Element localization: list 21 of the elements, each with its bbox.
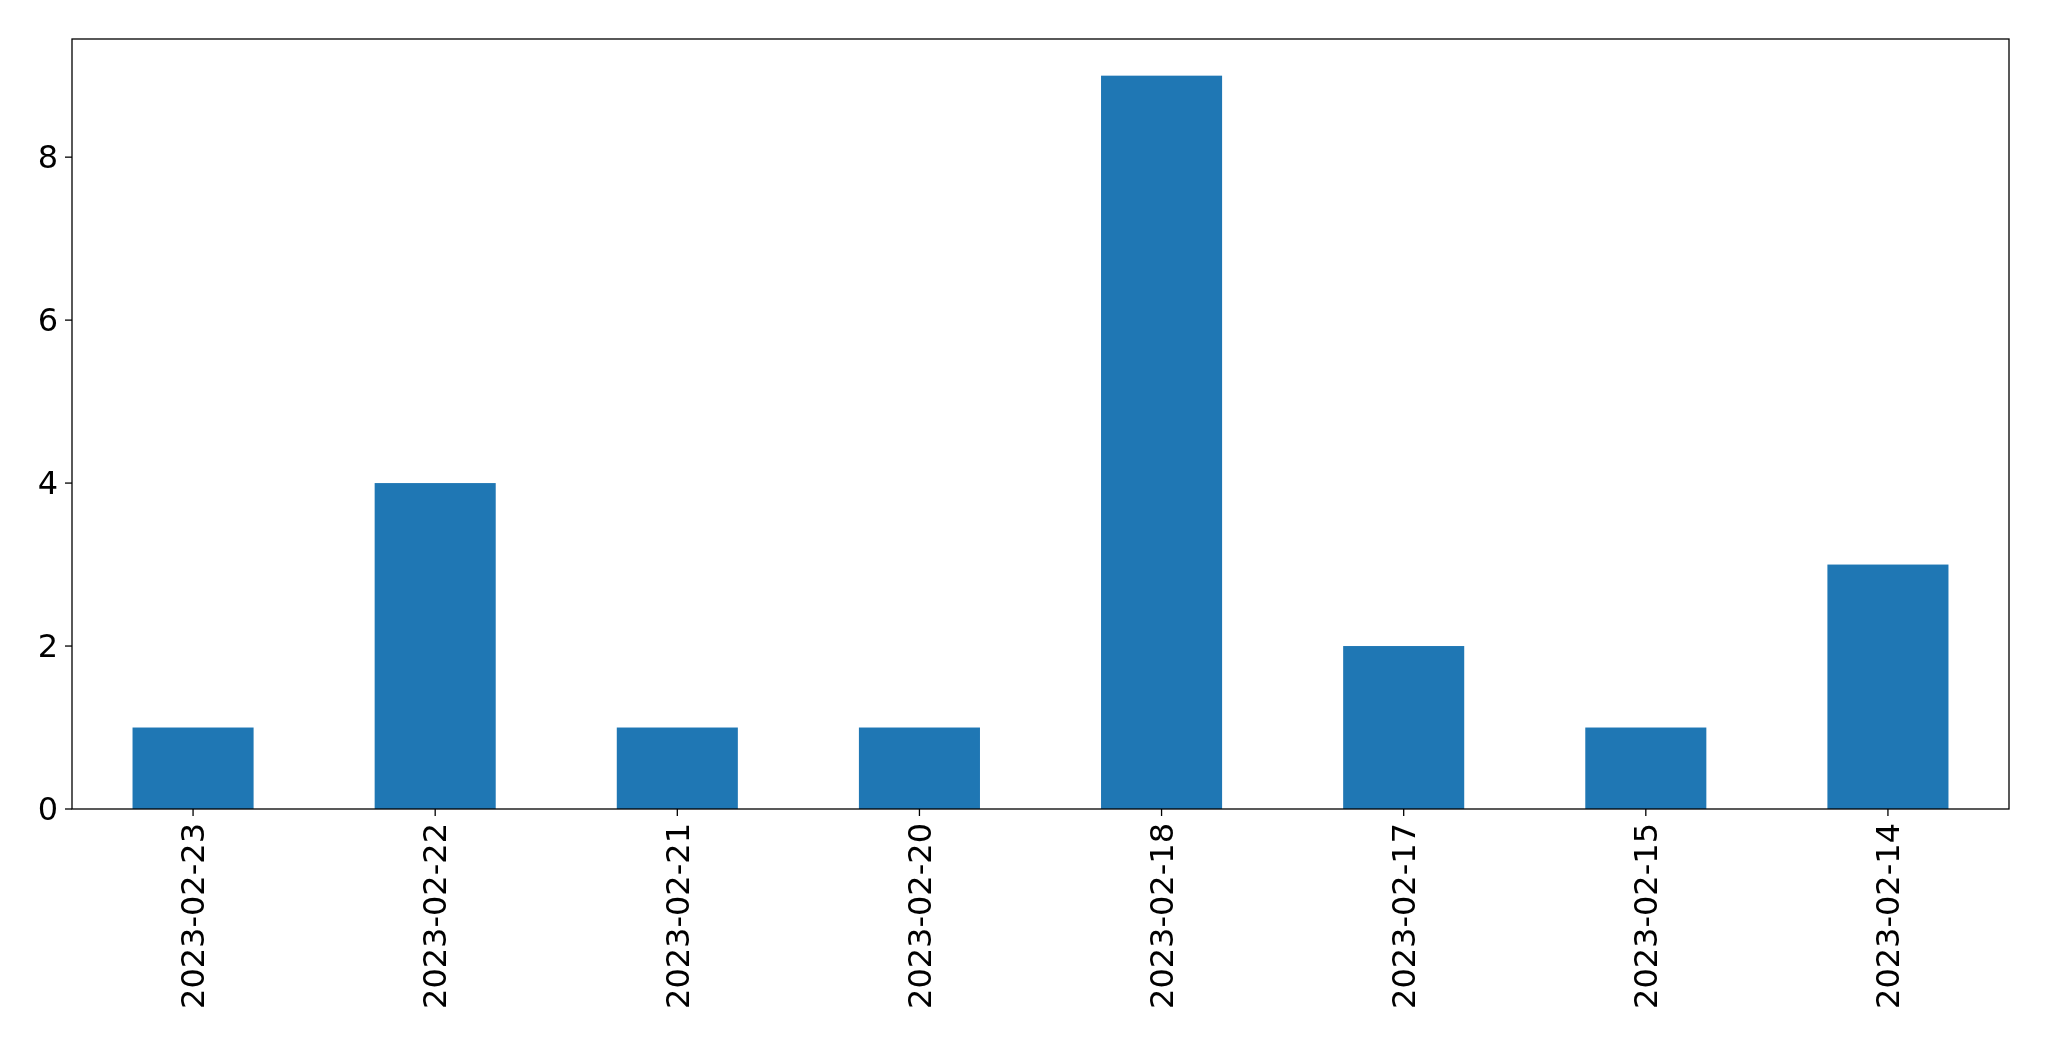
bar [1343, 646, 1465, 809]
y-tick-label: 4 [37, 464, 58, 503]
x-tick-label: 2023-02-17 [1384, 823, 1423, 1009]
bar [1585, 727, 1707, 809]
y-tick-label: 0 [37, 790, 58, 829]
bar [1101, 75, 1223, 809]
x-tick-label: 2023-02-20 [900, 823, 939, 1009]
bar [1827, 564, 1949, 809]
x-tick-label: 2023-02-21 [658, 823, 697, 1009]
bar [132, 727, 254, 809]
bar [374, 483, 496, 809]
x-tick-label: 2023-02-22 [416, 823, 455, 1009]
y-tick-label: 6 [37, 301, 58, 340]
y-tick-label: 8 [37, 138, 58, 177]
bar [616, 727, 738, 809]
x-tick-label: 2023-02-23 [174, 823, 213, 1009]
x-tick-label: 2023-02-14 [1869, 823, 1908, 1009]
y-tick-label: 2 [37, 627, 58, 666]
bar [858, 727, 980, 809]
x-tick-label: 2023-02-15 [1627, 823, 1666, 1009]
x-tick-label: 2023-02-18 [1142, 823, 1181, 1009]
